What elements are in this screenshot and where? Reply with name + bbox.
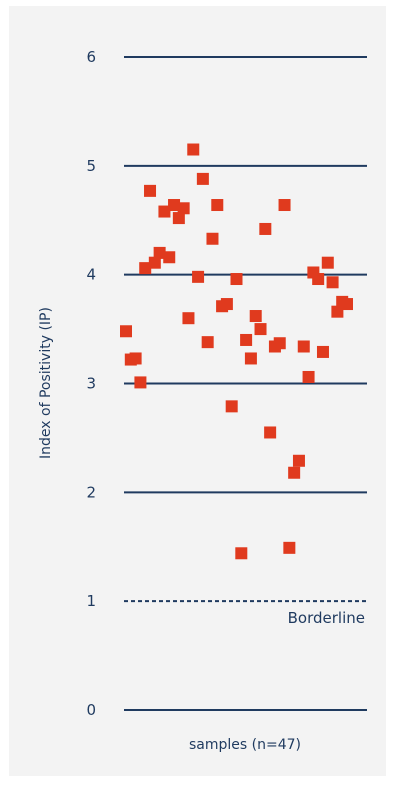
- data-point: [206, 232, 219, 245]
- data-point: [273, 337, 286, 350]
- y-tick-label: 2: [86, 483, 96, 501]
- y-tick-label: 0: [86, 701, 96, 719]
- y-tick-label: 4: [86, 266, 96, 284]
- data-points: [120, 143, 353, 560]
- data-point: [225, 400, 238, 413]
- data-point: [144, 184, 157, 197]
- data-point: [312, 273, 325, 286]
- data-point: [283, 541, 296, 554]
- data-point: [302, 370, 315, 383]
- data-point: [187, 143, 200, 156]
- y-tick-label: 6: [86, 48, 96, 66]
- data-point: [172, 212, 185, 225]
- data-point: [341, 298, 353, 311]
- data-point: [182, 312, 195, 325]
- data-point: [158, 205, 171, 218]
- data-point: [134, 376, 147, 389]
- data-point: [148, 256, 161, 269]
- data-point: [321, 256, 334, 269]
- data-point: [168, 199, 181, 212]
- data-point: [316, 345, 329, 358]
- data-point: [249, 310, 262, 323]
- data-point: [292, 454, 305, 467]
- data-point: [278, 199, 291, 212]
- data-point: [192, 270, 205, 283]
- gridlines: [124, 56, 367, 711]
- data-point: [235, 547, 248, 560]
- data-point: [254, 323, 267, 336]
- y-tick-labels: 0 1 2 3 4 5 6: [86, 48, 96, 719]
- data-point: [326, 276, 339, 289]
- data-point: [259, 222, 272, 235]
- data-point: [120, 325, 132, 338]
- data-point: [177, 202, 190, 215]
- borderline-reference: Borderline: [124, 600, 367, 627]
- data-point: [139, 262, 152, 275]
- data-point: [129, 352, 142, 365]
- chart-panel: [9, 6, 386, 776]
- borderline-label: Borderline: [288, 609, 365, 627]
- data-point: [230, 273, 243, 286]
- data-point: [244, 352, 257, 365]
- data-point: [288, 466, 301, 479]
- data-point: [240, 333, 253, 346]
- data-point: [331, 305, 344, 318]
- data-point: [201, 336, 214, 349]
- data-point: [153, 246, 166, 259]
- x-axis-label: samples (n=47): [189, 737, 301, 753]
- y-tick-label: 1: [86, 592, 96, 610]
- data-point: [163, 251, 176, 264]
- data-point: [196, 172, 209, 185]
- y-tick-label: 5: [86, 157, 96, 175]
- y-tick-label: 3: [86, 375, 96, 393]
- data-point: [264, 426, 277, 439]
- data-point: [211, 199, 224, 212]
- data-point: [297, 340, 310, 353]
- y-axis-label: Index of Positivity (IP): [38, 307, 54, 459]
- data-point: [220, 298, 233, 311]
